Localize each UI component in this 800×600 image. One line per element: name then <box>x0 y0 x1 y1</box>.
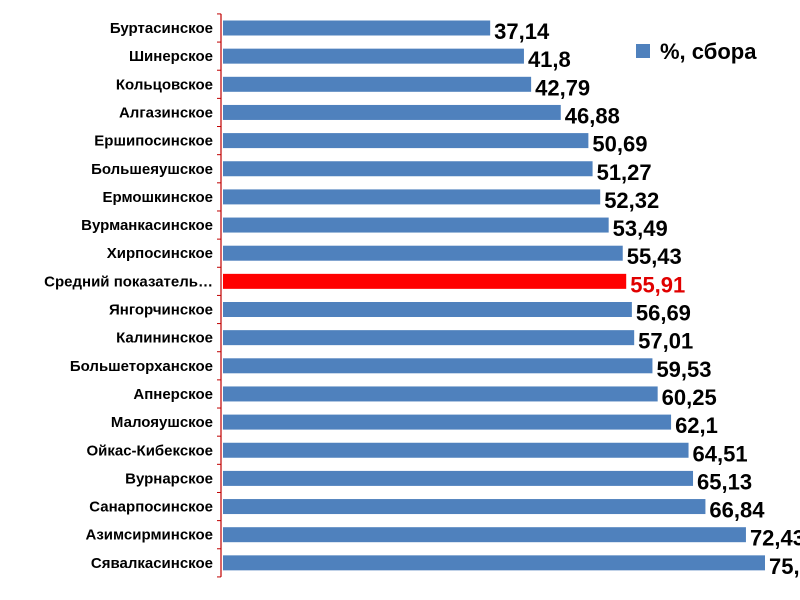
axis-ticks <box>217 13 221 578</box>
bar <box>223 133 589 149</box>
bar <box>223 330 635 346</box>
category-label: Апнерское <box>133 386 213 403</box>
data-label: 60,25 <box>662 385 717 410</box>
category-label: Вурнарское <box>125 470 213 487</box>
bar <box>223 358 653 374</box>
value-labels: 37,14 41,8 42,79 46,88 50,69 51,27 52,32 53,49 5… <box>494 19 800 579</box>
bar <box>223 527 746 543</box>
category-label: Большеяушское <box>91 161 213 178</box>
bar <box>223 414 672 430</box>
bar <box>223 442 689 458</box>
data-label: 62,1 <box>675 413 718 438</box>
category-label: Санарпосинское <box>89 499 213 516</box>
data-label: 56,69 <box>636 301 691 326</box>
category-label: Кольцовское <box>116 76 213 93</box>
legend-swatch <box>636 44 650 58</box>
data-label: 37,14 <box>494 19 550 44</box>
bar <box>223 302 632 317</box>
bar <box>223 189 601 205</box>
data-label: 42,79 <box>535 75 590 100</box>
category-label: Большеторханское <box>70 358 213 375</box>
bar-average <box>223 273 627 289</box>
category-label: Малояушское <box>111 414 213 431</box>
data-label: 52,32 <box>604 188 659 213</box>
category-label: Хирпосинское <box>107 245 213 262</box>
category-label: Сявалкасинское <box>91 555 213 572</box>
bar <box>223 20 491 36</box>
data-label: 65,13 <box>697 469 752 494</box>
data-label: 51,27 <box>597 160 652 185</box>
data-label: 41,8 <box>528 47 571 72</box>
data-label: 50,69 <box>592 132 647 157</box>
category-label: Вурманкасинское <box>81 217 213 234</box>
bar <box>223 104 561 120</box>
category-label: Азимсирминское <box>86 527 213 544</box>
category-label: Шинерское <box>129 48 213 65</box>
category-label: Ершипосинское <box>94 133 213 150</box>
bar <box>223 245 623 261</box>
category-labels: Буртасинское Шинерское Кольцовское Алгазинс… <box>44 20 213 572</box>
data-label: 72,43 <box>750 526 800 551</box>
bar <box>223 48 524 64</box>
bars-layer <box>223 20 765 571</box>
bar <box>223 161 593 177</box>
legend-label: %, сбора <box>660 39 757 64</box>
category-label: Ойкас-Кибекское <box>86 442 213 459</box>
data-label: 55,43 <box>627 244 682 269</box>
data-label: 66,84 <box>709 498 765 523</box>
bar <box>223 76 532 92</box>
category-label: Буртасинское <box>110 20 213 37</box>
data-label: 75,06 <box>769 554 800 579</box>
data-label: 53,49 <box>613 216 668 241</box>
bar <box>223 386 658 402</box>
category-label: Алгазинское <box>119 104 213 121</box>
data-label: 64,51 <box>693 441 748 466</box>
data-label: 57,01 <box>638 329 693 354</box>
category-label: Ермошкинское <box>103 189 213 206</box>
bar <box>223 555 765 571</box>
data-label: 59,53 <box>656 357 711 382</box>
category-label: Янгорчинское <box>109 302 213 319</box>
bar <box>223 217 609 233</box>
legend: %, сбора <box>636 39 757 64</box>
bar <box>223 470 694 486</box>
category-label: Калининское <box>116 330 213 347</box>
data-label: 46,88 <box>565 103 620 128</box>
bar <box>223 499 706 515</box>
data-label: 55,91 <box>630 272 685 297</box>
category-label: Средний показатель… <box>44 273 213 290</box>
